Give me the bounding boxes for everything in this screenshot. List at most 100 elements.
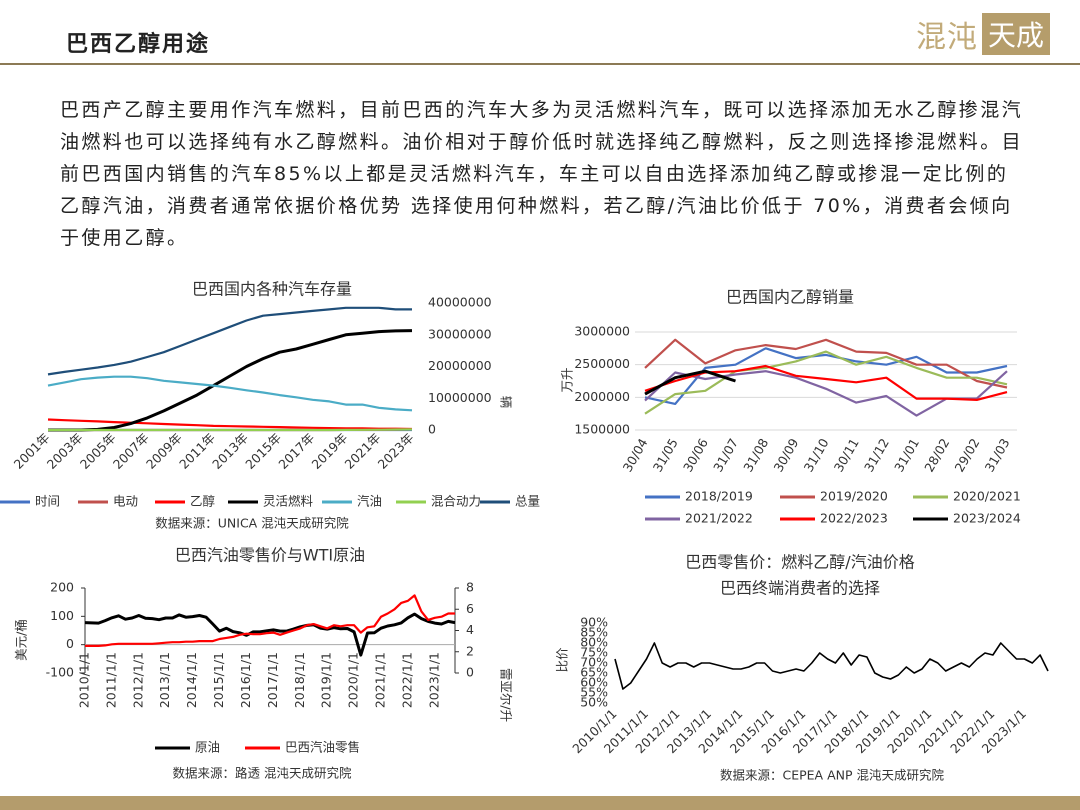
x-tick-label: 2013年 bbox=[209, 430, 251, 472]
y2-tick-label: 0 bbox=[466, 665, 474, 680]
y-tick-label: 30000000 bbox=[428, 326, 492, 341]
x-tick-label: 28/02 bbox=[921, 436, 952, 475]
series-line bbox=[644, 338, 1008, 389]
source-note: 数据来源：CEPEA ANP 混沌天成研究院 bbox=[720, 768, 944, 783]
y-tick-label: 75% bbox=[580, 645, 608, 660]
x-tick-label: 31/08 bbox=[740, 436, 771, 475]
x-tick-label: 30/09 bbox=[770, 436, 801, 475]
series-line bbox=[614, 642, 1049, 690]
y-tick-label: 40000000 bbox=[428, 295, 492, 310]
series-line bbox=[48, 329, 413, 432]
x-tick-label: 2021/1/1 bbox=[373, 652, 388, 708]
y-tick-label: 2000000 bbox=[574, 389, 630, 404]
x-tick-label: 2013/1/1 bbox=[157, 652, 172, 708]
series-line bbox=[47, 375, 413, 412]
chart-title: 巴西国内乙醇销量 bbox=[726, 288, 854, 307]
legend-label: 混合动力 bbox=[431, 494, 481, 509]
legend-label: 原油 bbox=[195, 740, 220, 755]
x-tick-label: 2001年 bbox=[11, 430, 53, 472]
legend-label: 灵活燃料 bbox=[263, 494, 314, 509]
y2-tick-label: 4 bbox=[466, 622, 474, 637]
x-tick-label: 31/01 bbox=[891, 436, 922, 475]
series-line bbox=[644, 369, 736, 396]
header-rule bbox=[0, 63, 1080, 65]
y-tick-label: 20000000 bbox=[428, 358, 492, 373]
x-tick-label: 31/10 bbox=[801, 436, 832, 475]
y-tick-label: 50% bbox=[580, 695, 608, 710]
x-tick-label: 2009年 bbox=[143, 430, 185, 472]
x-tick-label: 2020/1/1 bbox=[346, 652, 361, 708]
x-tick-label: 2011年 bbox=[176, 430, 218, 472]
x-tick-label: 2017年 bbox=[275, 430, 317, 472]
x-tick-label: 2021年 bbox=[342, 430, 384, 472]
x-tick-label: 2003年 bbox=[44, 430, 86, 472]
legend-label: 2018/2019 bbox=[685, 489, 753, 504]
x-tick-label: 31/12 bbox=[861, 436, 892, 475]
x-tick-label: 2015/1/1 bbox=[211, 652, 226, 708]
y-tick-label: 90% bbox=[580, 615, 608, 630]
x-tick-label: 2019年 bbox=[308, 430, 350, 472]
y-tick-label: 60% bbox=[580, 675, 608, 690]
y-tick-label: 100 bbox=[50, 608, 74, 623]
source-note: 数据来源：UNICA 混沌天成研究院 bbox=[155, 516, 349, 531]
series-line bbox=[85, 594, 455, 647]
y-tick-label: 70% bbox=[580, 655, 608, 670]
y-axis-label: 辆 bbox=[499, 396, 514, 409]
logo: 混沌 天成 bbox=[916, 12, 1050, 56]
x-tick-label: 31/03 bbox=[982, 436, 1013, 475]
x-tick-label: 31/05 bbox=[650, 436, 681, 475]
x-tick-label: 2023年 bbox=[375, 430, 417, 472]
x-tick-label: 30/11 bbox=[831, 436, 862, 475]
logo-text: 混沌 bbox=[915, 20, 978, 55]
x-tick-label: 2018/1/1 bbox=[292, 652, 307, 708]
y-tick-label: 55% bbox=[580, 685, 608, 700]
slide-title: 巴西乙醇用途 bbox=[66, 32, 211, 57]
x-tick-label: 31/07 bbox=[710, 436, 741, 475]
x-tick-label: 2005年 bbox=[77, 430, 119, 472]
legend-label: 2019/2020 bbox=[820, 489, 888, 504]
y-tick-label: 0 bbox=[428, 422, 436, 437]
legend-label: 电动 bbox=[113, 494, 138, 509]
x-tick-label: 2015年 bbox=[242, 430, 284, 472]
chart-title: 巴西零售价：燃料乙醇/汽油价格 bbox=[685, 553, 914, 572]
legend-label: 时间 bbox=[35, 494, 60, 509]
legend-label: 2023/2024 bbox=[953, 511, 1021, 526]
chart-subtitle: 巴西终端消费者的选择 bbox=[720, 579, 880, 598]
legend-label: 2020/2021 bbox=[953, 489, 1021, 504]
x-tick-label: 2011/1/1 bbox=[103, 652, 118, 708]
footer-bar bbox=[0, 796, 1080, 810]
y2-tick-label: 6 bbox=[466, 601, 474, 616]
y-tick-label: 200 bbox=[50, 580, 74, 595]
x-tick-label: 2014/1/1 bbox=[184, 652, 199, 708]
y-axis-label: 万升 bbox=[560, 367, 575, 392]
series-line bbox=[48, 428, 413, 432]
x-tick-label: 2017/1/1 bbox=[265, 652, 280, 708]
x-tick-label: 2022/1/1 bbox=[399, 652, 414, 708]
y2-axis-label: 雷亚尔/升 bbox=[499, 668, 514, 722]
series-line bbox=[47, 418, 413, 431]
y2-tick-label: 8 bbox=[466, 580, 474, 595]
y-tick-label: 10000000 bbox=[428, 390, 492, 405]
y-tick-label: 2500000 bbox=[574, 356, 630, 371]
logo-text: 天成 bbox=[981, 13, 1050, 55]
y-tick-label: 3000000 bbox=[574, 324, 630, 339]
legend-label: 乙醇 bbox=[190, 494, 215, 509]
x-tick-label: 2023/1/1 bbox=[426, 652, 441, 708]
series-line bbox=[644, 347, 1008, 405]
series-line bbox=[644, 350, 1008, 415]
chart-title: 巴西国内各种汽车存量 bbox=[192, 280, 352, 299]
y-tick-label: 1500000 bbox=[574, 422, 630, 437]
y2-tick-label: 2 bbox=[466, 643, 474, 658]
x-tick-label: 2007年 bbox=[110, 430, 152, 472]
chart-title: 巴西汽油零售价与WTI原油 bbox=[175, 546, 365, 565]
legend-label: 2022/2023 bbox=[820, 511, 888, 526]
legend-label: 2021/2022 bbox=[685, 511, 753, 526]
x-tick-label: 30/04 bbox=[620, 436, 651, 475]
x-tick-label: 29/02 bbox=[951, 436, 982, 475]
y-tick-label: 65% bbox=[580, 665, 608, 680]
x-tick-label: 2012/1/1 bbox=[130, 652, 145, 708]
x-tick-label: 2016/1/1 bbox=[238, 652, 253, 708]
source-note: 数据来源：路透 混沌天成研究院 bbox=[173, 766, 352, 781]
y-tick-label: -100 bbox=[46, 665, 74, 680]
